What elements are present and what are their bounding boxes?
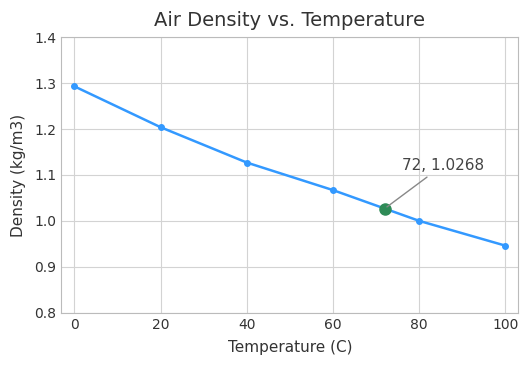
Title: Air Density vs. Temperature: Air Density vs. Temperature xyxy=(155,11,425,30)
Text: 72, 1.0268: 72, 1.0268 xyxy=(387,158,484,207)
X-axis label: Temperature (C): Temperature (C) xyxy=(228,340,352,355)
Y-axis label: Density (kg/m3): Density (kg/m3) xyxy=(11,113,26,236)
